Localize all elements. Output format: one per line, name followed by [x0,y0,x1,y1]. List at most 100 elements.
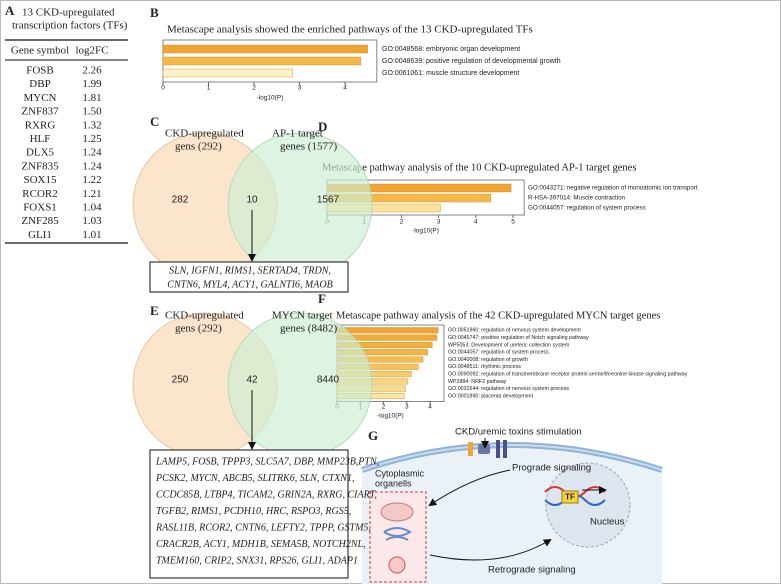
table-cell: FOXS1 [23,202,57,214]
x-tick-label: 3 [298,85,302,92]
venn-label: CKD-upregulated [165,128,244,140]
table-title: transcription factors (TFs) [12,20,128,32]
category-label: GO:0043271: negative regulation of monoa… [528,185,698,192]
bar [162,56,362,66]
table-cell: ZNF835 [21,160,59,172]
venn-count: 42 [246,375,258,386]
category-label: GO:0040008: regulation of growth [448,357,528,363]
tf-label: TF [565,493,575,502]
retrograde-label: Retrograde signaling [488,565,576,576]
table-cell: 2.26 [82,65,102,77]
table-cell: 1.22 [82,174,101,186]
gene-box [149,261,349,293]
organelle-label: organells [375,478,412,488]
venn-label: AP-1 target [272,128,323,140]
x-tick-label: 0 [161,85,165,92]
panel-letter: A [5,3,15,18]
venn-count: 282 [172,195,189,206]
table-cell: 1.99 [82,78,102,90]
table-cell: RXRG [25,119,56,131]
panel-letter: B [150,5,159,20]
table-cell: SOX15 [23,174,57,186]
category-label: WP5053: Development of ureteric collecti… [448,342,570,348]
category-label: GO:0048639: positive regulation of devel… [382,58,561,65]
table-cell: 1.01 [82,229,101,241]
venn-count: 8440 [317,375,340,386]
venn-label: MYCN target [272,310,333,322]
table-cell: ZNF285 [21,215,59,227]
tf-box [561,490,579,504]
category-label: GO:0090092: regulation of transmembrane … [448,372,688,378]
panel-letter: D [318,119,327,134]
x-axis-label: -log10(P) [257,95,284,102]
category-label: R-HSA-397014: Muscle contraction [528,195,626,202]
table-cell: DBP [29,78,50,90]
venn-label: genes (8482) [280,323,337,335]
category-label: GO:0044057: regulation of system process [448,350,549,356]
x-tick-label: 4 [474,219,478,226]
gene-list: TGFB2, RIMS1, PCDH10, HRC, RSPO3, RGS5, [156,506,351,517]
venn-label: gens (292) [175,141,222,153]
x-axis-label: -log10(P) [377,413,404,420]
table-cell: 1.03 [82,215,102,227]
panel-letter: F [318,291,326,306]
organelle-label: Cytoplasmic [375,468,425,478]
table-cell: FOSB [26,65,54,77]
gene-list: PCSK2, MYCN, ABCB5, SLITRK6, SLN, CTXN1, [155,473,354,484]
x-tick-label: 2 [382,404,386,411]
venn-count: 1567 [317,195,340,206]
x-tick-label: 2 [400,219,404,226]
table-cell: GLI1 [28,229,52,241]
table-cell: RCOR2 [22,188,57,200]
gene-list: CRACR2B, ACY1, MDH1B, SEMA5B, NOTCH2NL, [156,539,366,550]
bar [162,44,368,54]
table-cell: ZNF837 [21,106,59,118]
gene-list: TMEM160, CRIP2, SNX31, RPS26, GLI1, ADAP… [156,555,358,566]
panel-letter: G [368,428,378,443]
gene-box [149,449,349,579]
table-cell: HLF [30,133,51,145]
category-label: GO:0048511: rhythmic process [448,364,521,370]
category-label: GO:0031644: regulation of nervous system… [448,386,569,392]
chart-title: Metascape analysis showed the enriched p… [167,24,533,36]
category-label: WP2884: NRF2 pathway [448,379,507,385]
table-cell: DLX5 [26,147,55,159]
x-tick-label: 3 [405,404,409,411]
category-label: GO:0045747: positive regulation of Notch… [448,335,589,341]
category-label: GO:0044057: regulation of system process [528,205,646,212]
venn-count: 250 [172,375,189,386]
bar [162,68,293,78]
table-cell: MYCN [23,92,56,104]
table-cell: 1.50 [82,106,102,118]
category-label: GO:0048568: embryonic organ development [382,46,520,53]
gene-list: CCDC85B, LTBP4, TICAM2, GRIN2A, RXRG, CI… [156,489,377,500]
panel-letter: C [150,114,159,129]
table-cell: 1.25 [82,133,102,145]
x-tick-label: 1 [207,85,211,92]
x-tick-label: 3 [437,219,441,226]
table-header: log2FC [75,45,108,57]
table-cell: 1.81 [82,92,101,104]
x-tick-label: 4 [343,85,347,92]
x-tick-label: 2 [252,85,256,92]
venn-label: gens (292) [175,323,222,335]
x-axis-label: -log10(P) [412,228,439,235]
category-label: GO:0051960: regulation of nervous system… [448,328,581,334]
venn-label: genes (1577) [280,141,337,153]
x-tick-label: 4 [428,404,432,411]
venn-count: 10 [246,195,258,206]
x-tick-label: 5 [511,219,515,226]
cell-diagram [361,438,663,584]
nucleus-label: Nucleus [590,517,625,528]
gene-list: LAMP5, FOSB, TPPP3, SLC5A7, DBP, MMP23B,… [155,456,379,467]
table-cell: 1.21 [82,188,101,200]
bar [336,327,439,334]
prograde-label: Prograde signaling [512,463,591,474]
venn-label: CKD-upregulated [165,310,244,322]
table-cell: 1.24 [82,160,102,172]
category-label: GO:0061061: muscle structure development [382,70,519,77]
table-cell: 1.24 [82,147,102,159]
chart-title: Metascape pathway analysis of the 10 CKD… [322,162,636,173]
gene-list: CNTN6, MYL4, ACY1, GALNTI6, MAOB [167,279,332,290]
